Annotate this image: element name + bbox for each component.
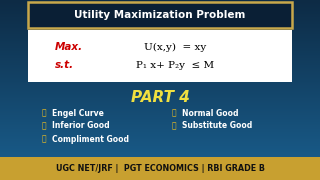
Text: Compliment Good: Compliment Good: [52, 134, 129, 143]
Text: 👍: 👍: [42, 109, 47, 118]
Text: Engel Curve: Engel Curve: [52, 109, 104, 118]
Text: U(x,y)  = xy: U(x,y) = xy: [144, 42, 206, 51]
Text: Utility Maximization Problem: Utility Maximization Problem: [74, 10, 246, 20]
Text: P₁ x+ P₂y  ≤ M: P₁ x+ P₂y ≤ M: [136, 60, 214, 69]
Text: 👍: 👍: [172, 109, 177, 118]
Text: s.t.: s.t.: [55, 60, 74, 70]
Text: Inferior Good: Inferior Good: [52, 122, 110, 130]
FancyBboxPatch shape: [28, 30, 292, 82]
FancyBboxPatch shape: [0, 157, 320, 180]
Text: UGC NET/JRF |  PGT ECONOMICS | RBI GRADE B: UGC NET/JRF | PGT ECONOMICS | RBI GRADE …: [55, 164, 265, 173]
Text: Max.: Max.: [55, 42, 83, 52]
Text: PART 4: PART 4: [131, 91, 189, 105]
Text: 👍: 👍: [42, 134, 47, 143]
Text: Substitute Good: Substitute Good: [182, 122, 252, 130]
FancyBboxPatch shape: [28, 2, 292, 28]
Text: Normal Good: Normal Good: [182, 109, 238, 118]
Text: 👍: 👍: [42, 122, 47, 130]
Text: 👍: 👍: [172, 122, 177, 130]
